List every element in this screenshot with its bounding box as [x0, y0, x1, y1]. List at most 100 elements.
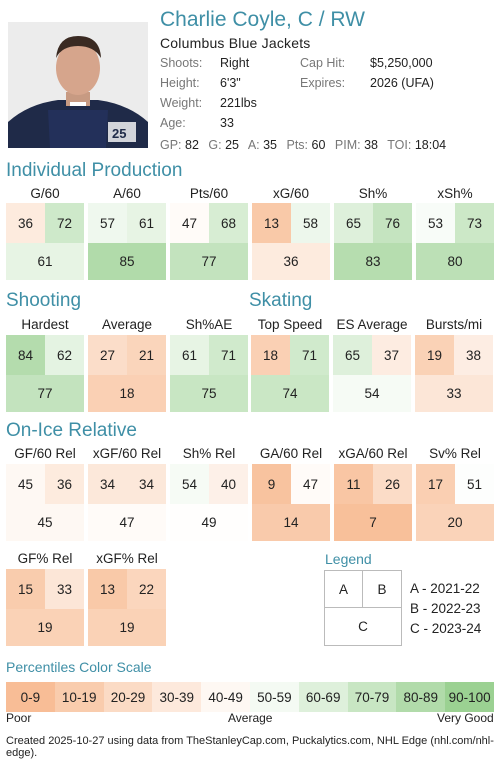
- metric-cell-b: 73: [455, 203, 494, 243]
- metric-cell-c: 85: [88, 243, 166, 280]
- metric-cell-b: 47: [291, 464, 330, 504]
- metric-cell-b: 58: [291, 203, 330, 243]
- height-value: 6'3": [220, 76, 241, 90]
- metric-cell-b: 51: [455, 464, 494, 504]
- weight-label: Weight:: [160, 96, 203, 110]
- team-name: Columbus Blue Jackets: [160, 35, 311, 51]
- metric-cell-a: 34: [88, 464, 127, 504]
- metric-cell-c: 18: [88, 375, 166, 412]
- metric-cell-a: 19: [415, 335, 454, 375]
- metric-cell-b: 26: [373, 464, 412, 504]
- player-name: Charlie Coyle, C / RW: [160, 8, 365, 31]
- scale-bin: 60-69: [298, 682, 348, 712]
- metric-header-sh-ae: Sh%AE: [185, 317, 233, 332]
- metric-cell-c: 74: [251, 375, 329, 412]
- metric-cell-a: 57: [88, 203, 127, 243]
- metric-cell-b: 71: [290, 335, 329, 375]
- metric-header-average: Average: [101, 317, 153, 332]
- metric-cell-a: 13: [88, 569, 127, 609]
- metric-cell-b: 34: [127, 464, 166, 504]
- metric-cell-a: 17: [416, 464, 455, 504]
- metric-cell-a: 27: [88, 335, 127, 375]
- metric-header-sh: Sh%: [358, 186, 388, 201]
- toi-label: TOI:: [387, 138, 412, 152]
- metric-cell-b: 72: [45, 203, 84, 243]
- scale-bin: 10-19: [54, 682, 104, 712]
- metric-cell-a: 18: [251, 335, 290, 375]
- footer-credit: Created 2025-10-27 using data from TheSt…: [6, 735, 494, 759]
- metric-cell-b: 33: [45, 569, 84, 609]
- legend-title: Legend: [325, 551, 372, 567]
- scale-good-label: Very Good: [437, 711, 494, 725]
- metric-cell-c: 47: [88, 504, 166, 541]
- metric-header-g-60: G/60: [30, 186, 60, 201]
- scale-bin: 80-89: [396, 682, 446, 712]
- pts-value: 60: [311, 138, 326, 152]
- metric-header-gf-60-rel: GF/60 Rel: [14, 446, 76, 461]
- metric-cell-a: 53: [416, 203, 455, 243]
- caphit-value: $5,250,000: [370, 56, 433, 70]
- metric-cell-a: 45: [6, 464, 45, 504]
- scale-average-label: Average: [228, 711, 273, 725]
- stat-line: GP: 82 G: 25 A: 35 Pts: 60 PIM: 38 TOI: …: [160, 138, 446, 152]
- metric-cell-c: 19: [6, 609, 84, 646]
- pts-label: Pts:: [286, 138, 309, 152]
- metric-header-ga-60-rel: GA/60 Rel: [259, 446, 323, 461]
- metric-cell-c: 61: [6, 243, 84, 280]
- metric-cell-a: 65: [333, 335, 372, 375]
- caphit-label: Cap Hit:: [300, 56, 346, 70]
- metric-cell-c: 54: [333, 375, 411, 412]
- metric-cell-a: 13: [252, 203, 291, 243]
- shoots-label: Shoots:: [160, 56, 203, 70]
- section-shooting: Shooting: [6, 290, 82, 311]
- metric-header-sh-rel: Sh% Rel: [182, 446, 236, 461]
- scale-bin: 0-9: [6, 682, 55, 712]
- legend-item-b: B - 2022-23: [410, 601, 481, 616]
- metric-header-pts-60: Pts/60: [189, 186, 229, 201]
- scale-poor-label: Poor: [6, 711, 32, 725]
- metric-cell-a: 15: [6, 569, 45, 609]
- metric-header-es-average: ES Average: [336, 317, 408, 332]
- metric-cell-b: 61: [127, 203, 166, 243]
- pim-value: 38: [364, 138, 379, 152]
- svg-text:25: 25: [112, 126, 126, 141]
- g-value: 25: [225, 138, 240, 152]
- metric-header-xgf-rel: xGF% Rel: [96, 551, 158, 566]
- metric-cell-c: 75: [170, 375, 248, 412]
- a-label: A:: [247, 138, 260, 152]
- metric-cell-b: 76: [373, 203, 412, 243]
- legend-item-c: C - 2023-24: [410, 621, 482, 636]
- age-value: 33: [220, 116, 234, 130]
- metric-cell-b: 40: [209, 464, 248, 504]
- scale-bin: 90-100: [445, 682, 494, 712]
- section-on-ice-relative: On-Ice Relative: [6, 420, 137, 441]
- scale-bin: 50-59: [250, 682, 299, 712]
- scale-title: Percentiles Color Scale: [6, 659, 152, 675]
- legend-cell-a: A: [325, 571, 363, 608]
- scale-bin: 30-39: [152, 682, 202, 712]
- age-label: Age:: [160, 116, 186, 130]
- metric-cell-b: 62: [45, 335, 84, 375]
- metric-cell-b: 71: [209, 335, 248, 375]
- section-skating: Skating: [249, 290, 313, 311]
- metric-cell-c: 77: [170, 243, 248, 280]
- metric-cell-a: 9: [252, 464, 291, 504]
- section-individual-production: Individual Production: [6, 160, 183, 181]
- metric-cell-c: 45: [6, 504, 84, 541]
- metric-cell-c: 36: [252, 243, 330, 280]
- metric-cell-b: 37: [372, 335, 411, 375]
- metric-cell-c: 80: [416, 243, 494, 280]
- expires-value: 2026 (UFA): [370, 76, 434, 90]
- metric-cell-b: 36: [45, 464, 84, 504]
- gp-label: GP:: [160, 138, 182, 152]
- metric-header-xsh: xSh%: [437, 186, 473, 201]
- legend-box: A B C: [324, 570, 402, 646]
- metric-cell-a: 65: [334, 203, 373, 243]
- metric-header-xg-60: xG/60: [272, 186, 310, 201]
- pim-label: PIM:: [334, 138, 361, 152]
- shoots-value: Right: [220, 56, 250, 70]
- metric-cell-b: 22: [127, 569, 166, 609]
- metric-cell-b: 68: [209, 203, 248, 243]
- metric-header-gf-rel: GF% Rel: [17, 551, 73, 566]
- metric-header-xgf-60-rel: xGF/60 Rel: [92, 446, 162, 461]
